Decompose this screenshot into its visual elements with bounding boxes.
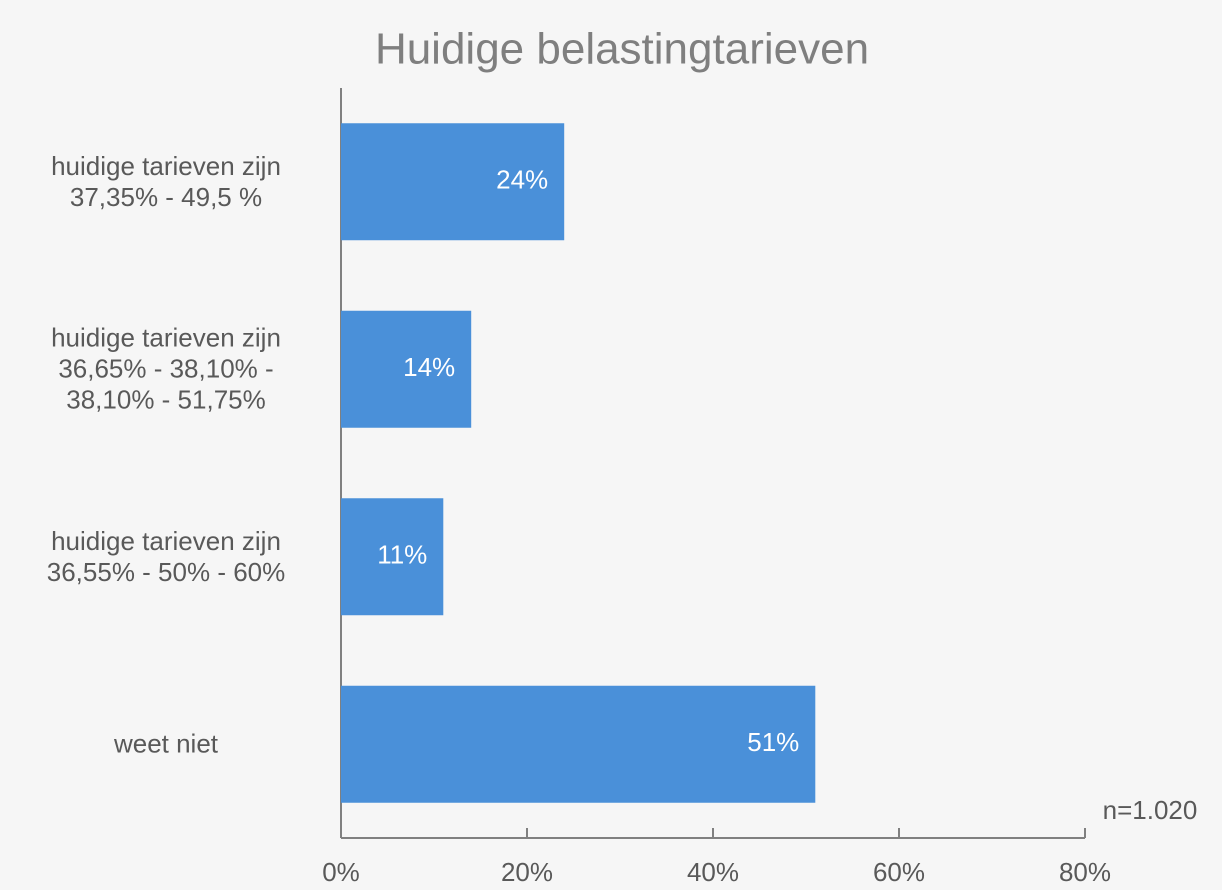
x-tick-label: 0% xyxy=(322,857,360,887)
x-tick-label: 40% xyxy=(687,857,739,887)
data-label: 14% xyxy=(403,352,455,382)
data-label: 11% xyxy=(377,540,427,570)
y-tick-label: huidige tarieven zijn 36,55% - 50% - 60% xyxy=(46,525,286,587)
bar xyxy=(341,123,565,241)
annotation: n=1.020 xyxy=(1103,795,1198,825)
y-tick-label: huidige tarieven zijn 36,65% - 38,10% - … xyxy=(51,322,281,415)
data-label: 24% xyxy=(496,165,548,195)
bar xyxy=(341,498,444,616)
y-tick-label: huidige tarieven zijn 37,35% - 49,5 % xyxy=(51,150,281,212)
x-tick-label: 80% xyxy=(1059,857,1111,887)
bar xyxy=(341,685,816,803)
chart-title: Huidige belastingtarieven xyxy=(375,25,869,74)
bar xyxy=(341,310,472,428)
x-tick-label: 20% xyxy=(501,857,553,887)
data-label: 51% xyxy=(747,727,799,757)
x-tick-label: 60% xyxy=(873,857,925,887)
y-tick-label: weet niet xyxy=(113,728,219,759)
